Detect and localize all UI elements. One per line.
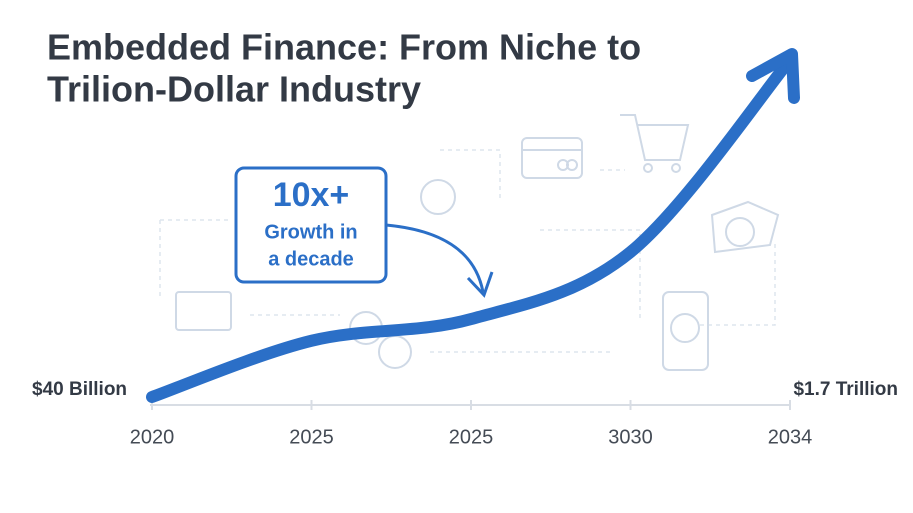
x-tick-label: 2034	[768, 426, 813, 448]
value-label: $40 Billion	[32, 379, 127, 400]
chart-title: Trilion-Dollar Industry	[47, 69, 421, 110]
x-tick-label: 3030	[608, 426, 653, 448]
callout: 10x+ Growth in a decade	[234, 166, 494, 298]
chart-title: Embedded Finance: From Niche to	[47, 27, 641, 68]
callout-arrowhead	[466, 271, 494, 298]
callout-text: a decade	[268, 248, 354, 270]
callout-headline: 10x+	[273, 176, 350, 214]
callout-arrow	[385, 223, 485, 293]
x-tick-label: 2025	[289, 426, 334, 448]
x-tick-label: 2025	[449, 426, 494, 448]
growth-line	[146, 54, 796, 403]
x-tick-label: 2020	[130, 426, 175, 448]
callout-text: Growth in	[264, 221, 357, 243]
arrowhead	[746, 48, 800, 104]
value-label: $1.7 Trillion	[793, 379, 898, 400]
background-icons	[159, 114, 780, 371]
